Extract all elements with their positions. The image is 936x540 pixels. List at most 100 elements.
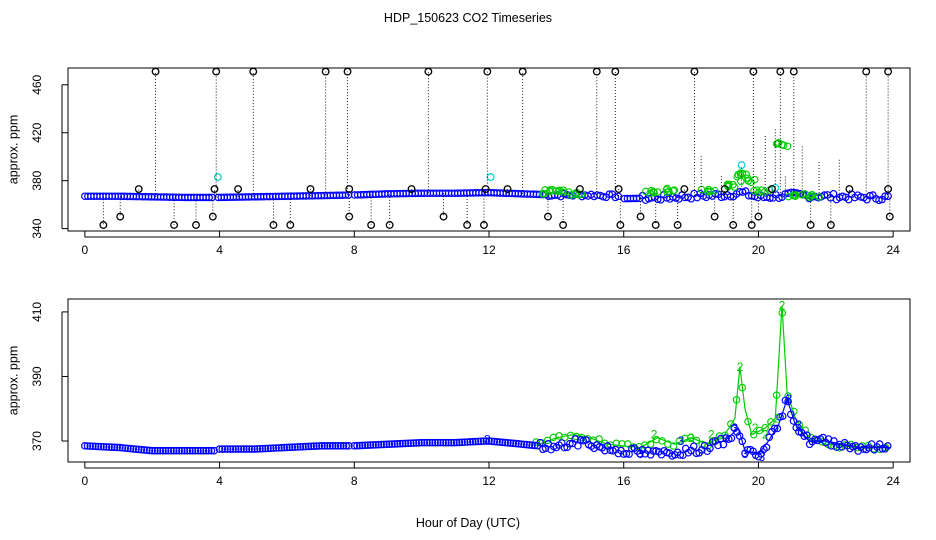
series-2-point [732,396,741,404]
series-3-point [221,445,229,453]
series-3-point [156,446,165,455]
series-2-point [669,442,678,450]
series-2-point [749,431,758,439]
series-3-point [304,442,313,451]
series-3-point [124,444,132,453]
series-3-point [207,446,216,455]
series-3-label: 3 [484,432,491,446]
series-3-point [307,442,315,451]
series-3-point [272,444,280,452]
series-3-point [248,445,256,453]
y-tick-label: 340 [30,218,44,238]
series-1-low-point [439,212,448,221]
baseline-point [205,193,213,202]
series-1-mid-point [134,185,143,194]
series-1-low-point [826,221,835,229]
series-3-point [231,445,240,453]
series-2-point [646,440,655,448]
series-3-point [425,438,434,447]
series-1-mid-point [210,185,219,194]
series-1-mid-point [884,185,893,194]
series-2-point [744,417,752,426]
series-1-high-point [592,67,601,76]
series-3-point [353,441,361,450]
series-3-point [560,443,569,452]
series-2-point [744,176,753,185]
series-3-point [334,442,342,450]
x-tick-label: 8 [351,474,358,488]
series-1-low-point [269,221,278,229]
series-1-high-point [862,67,871,76]
series-3-point [105,443,113,451]
series-1-low-point [170,221,179,229]
series-2-label: 2 [651,428,658,442]
x-tick-label: 24 [886,474,900,488]
series-3-point [420,438,429,447]
series-3-point [859,445,868,453]
series-2-point [778,309,787,317]
series-3-point [83,442,92,450]
series-1-low-point [636,212,645,221]
series-3-point [283,443,291,452]
series-3-point [407,439,415,447]
series-3-point [253,445,262,453]
series-3-point [363,441,372,449]
baseline-point [605,190,614,199]
series-3-point [431,438,439,447]
baseline-point [866,191,874,200]
series-3-point [126,444,135,453]
series-2-point [554,187,563,195]
series-1-high-point [424,67,433,76]
series-3-point [337,442,345,450]
series-2-point [761,423,769,432]
series-1-mid-point [407,185,416,194]
x-tick-label: 16 [617,474,631,488]
series-3-point [417,438,426,447]
series-3-point [388,440,396,448]
series-3-point [237,445,245,453]
series-3-point [116,443,124,452]
series-2-label: 2 [779,298,786,312]
series-1-low-point [747,221,756,229]
series-1-high-point [212,67,221,76]
series-3-label: 3 [796,418,803,432]
series-2-point [541,186,549,194]
series-3-point [487,437,496,446]
series-1-mid-point [614,185,623,194]
y-tick-label: 390 [30,366,44,386]
x-tick-label: 16 [617,243,631,257]
series-3-point [288,443,297,452]
series-3-point [622,449,631,458]
series-1-mid-point [845,185,854,194]
series-3-point [99,442,108,451]
series-3-point [536,438,544,447]
series-1-high-point [884,67,893,76]
series-3-point [719,440,728,449]
series-3-point [318,442,326,450]
baseline-point [726,192,735,201]
series-2-point [755,426,764,435]
baseline-point [341,191,350,199]
series-3-point [296,443,305,451]
x-tick-label: 8 [351,243,358,257]
series-2-point [670,186,679,195]
series-3-point [442,438,450,447]
series-2-point [778,140,786,149]
series-3-point [134,445,143,454]
series-1-low-point [885,212,894,221]
series-3-point [145,446,154,455]
series-3-point [242,445,251,453]
series-3-point [460,438,469,446]
series-2-point [750,187,758,195]
series-3-point [204,446,213,455]
series-3-point [436,438,445,447]
series-1-low-point [673,221,682,229]
series-2-point [737,177,745,186]
series-1-low-point [616,221,625,229]
baseline-point [875,196,883,205]
series-3-point [566,439,574,448]
series-2-point [767,418,775,426]
series-3-point [706,444,714,453]
series-3-point [291,443,299,451]
series-3-point [342,442,350,450]
